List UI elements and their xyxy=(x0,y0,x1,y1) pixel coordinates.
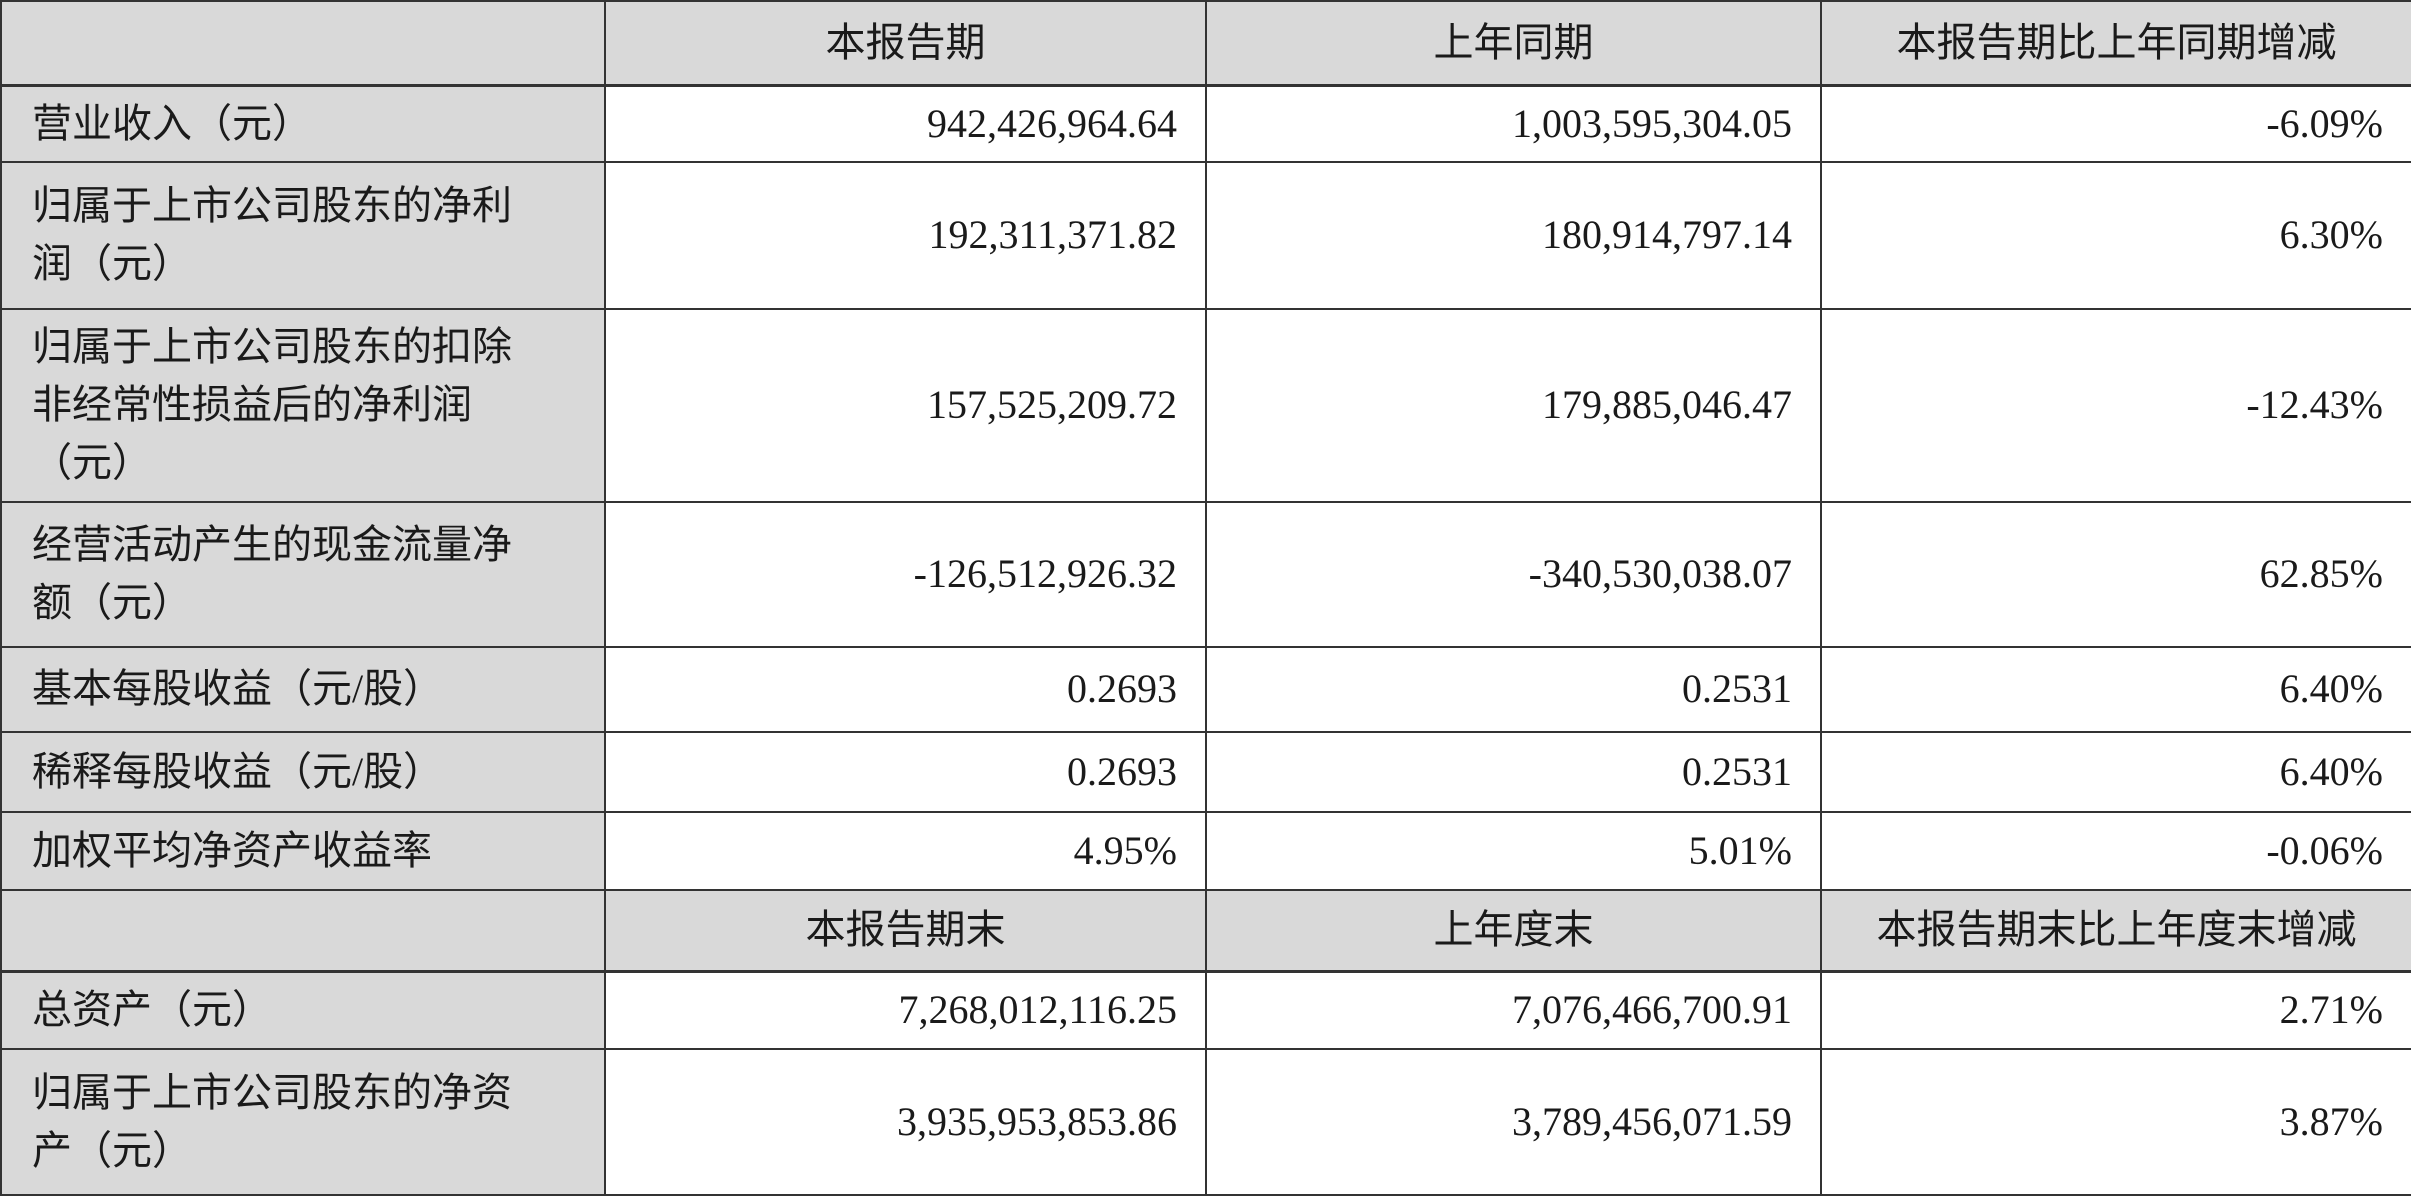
diluted-eps-current-value: 0.2693 xyxy=(604,730,1207,813)
weighted-avg-roe-change-value: -0.06% xyxy=(1820,810,2411,891)
total-assets-current-value: 7,268,012,116.25 xyxy=(604,970,1207,1050)
diluted-eps-prior-value: 0.2531 xyxy=(1205,730,1822,813)
table-row-revenue: 营业收入（元） 942,426,964.64 1,003,595,304.05 … xyxy=(0,84,2411,163)
net-profit-excl-nonrecurring-current-value: 157,525,209.72 xyxy=(604,307,1207,503)
table-row-net-profit-excl-nonrecurring: 归属于上市公司股东的扣除非经常性损益后的净利润（元） 157,525,209.7… xyxy=(0,307,2411,503)
revenue-prior-value: 1,003,595,304.05 xyxy=(1205,84,1822,163)
period-end-header-change: 本报告期末比上年度末增减 xyxy=(1820,888,2411,973)
net-profit-excl-nonrecurring-change-value: -12.43% xyxy=(1820,307,2411,503)
period-end-header-current: 本报告期末 xyxy=(604,888,1207,973)
operating-cash-flow-prior-value: -340,530,038.07 xyxy=(1205,500,1822,648)
table-row-diluted-eps: 稀释每股收益（元/股） 0.2693 0.2531 6.40% xyxy=(0,730,2411,813)
period-header-row: 本报告期 上年同期 本报告期比上年同期增减 xyxy=(0,0,2411,87)
table-row-operating-cash-flow: 经营活动产生的现金流量净额（元） -126,512,926.32 -340,53… xyxy=(0,500,2411,648)
row-label-total-assets: 总资产（元） xyxy=(0,970,606,1050)
revenue-change-value: -6.09% xyxy=(1820,84,2411,163)
table-row-net-assets: 归属于上市公司股东的净资产（元） 3,935,953,853.86 3,789,… xyxy=(0,1047,2411,1196)
period-header-change: 本报告期比上年同期增减 xyxy=(1820,0,2411,87)
period-end-header-row: 本报告期末 上年度末 本报告期末比上年度末增减 xyxy=(0,888,2411,973)
net-assets-prior-value: 3,789,456,071.59 xyxy=(1205,1047,1822,1196)
net-profit-change-value: 6.30% xyxy=(1820,160,2411,310)
table-row-basic-eps: 基本每股收益（元/股） 0.2693 0.2531 6.40% xyxy=(0,645,2411,733)
diluted-eps-change-value: 6.40% xyxy=(1820,730,2411,813)
row-label-operating-cash-flow: 经营活动产生的现金流量净额（元） xyxy=(0,500,606,648)
weighted-avg-roe-prior-value: 5.01% xyxy=(1205,810,1822,891)
period-end-header-prior: 上年度末 xyxy=(1205,888,1822,973)
net-assets-current-value: 3,935,953,853.86 xyxy=(604,1047,1207,1196)
table-row-net-profit: 归属于上市公司股东的净利润（元） 192,311,371.82 180,914,… xyxy=(0,160,2411,310)
revenue-current-value: 942,426,964.64 xyxy=(604,84,1207,163)
operating-cash-flow-change-value: 62.85% xyxy=(1820,500,2411,648)
basic-eps-change-value: 6.40% xyxy=(1820,645,2411,733)
net-profit-prior-value: 180,914,797.14 xyxy=(1205,160,1822,310)
period-header-prior: 上年同期 xyxy=(1205,0,1822,87)
basic-eps-prior-value: 0.2531 xyxy=(1205,645,1822,733)
row-label-net-profit-excl-nonrecurring: 归属于上市公司股东的扣除非经常性损益后的净利润（元） xyxy=(0,307,606,503)
row-label-basic-eps: 基本每股收益（元/股） xyxy=(0,645,606,733)
total-assets-change-value: 2.71% xyxy=(1820,970,2411,1050)
basic-eps-current-value: 0.2693 xyxy=(604,645,1207,733)
period-header-blank-cell xyxy=(0,0,606,87)
row-label-net-assets: 归属于上市公司股东的净资产（元） xyxy=(0,1047,606,1196)
weighted-avg-roe-current-value: 4.95% xyxy=(604,810,1207,891)
table-row-total-assets: 总资产（元） 7,268,012,116.25 7,076,466,700.91… xyxy=(0,970,2411,1050)
period-end-header-blank-cell xyxy=(0,888,606,973)
row-label-net-profit: 归属于上市公司股东的净利润（元） xyxy=(0,160,606,310)
table-row-weighted-avg-roe: 加权平均净资产收益率 4.95% 5.01% -0.06% xyxy=(0,810,2411,891)
operating-cash-flow-current-value: -126,512,926.32 xyxy=(604,500,1207,648)
row-label-weighted-avg-roe: 加权平均净资产收益率 xyxy=(0,810,606,891)
period-header-current: 本报告期 xyxy=(604,0,1207,87)
net-profit-excl-nonrecurring-prior-value: 179,885,046.47 xyxy=(1205,307,1822,503)
row-label-revenue: 营业收入（元） xyxy=(0,84,606,163)
row-label-diluted-eps: 稀释每股收益（元/股） xyxy=(0,730,606,813)
total-assets-prior-value: 7,076,466,700.91 xyxy=(1205,970,1822,1050)
net-profit-current-value: 192,311,371.82 xyxy=(604,160,1207,310)
net-assets-change-value: 3.87% xyxy=(1820,1047,2411,1196)
